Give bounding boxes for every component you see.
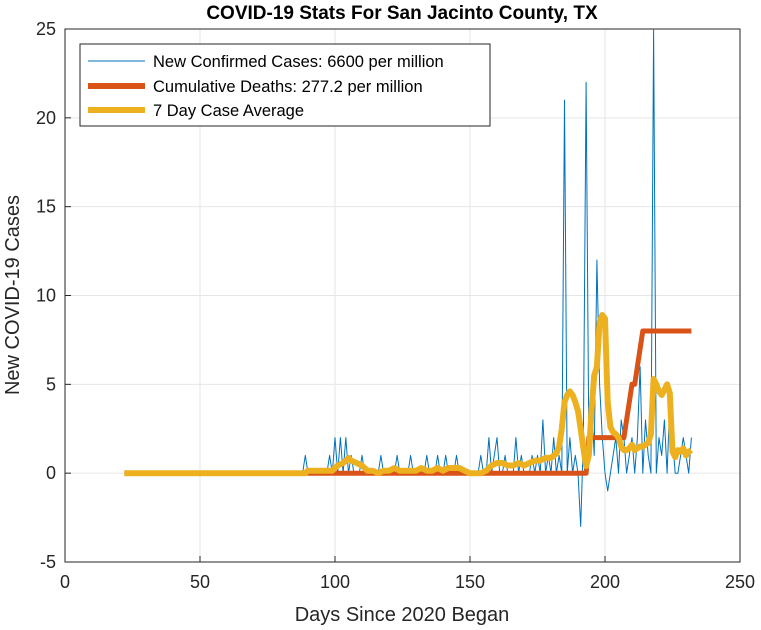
- legend-label-7-day-average: 7 Day Case Average: [153, 102, 304, 120]
- y-tick-label: 0: [46, 463, 56, 483]
- x-tick-label: 250: [725, 572, 755, 592]
- x-axis-label: Days Since 2020 Began: [295, 604, 510, 626]
- legend-label-cumulative-deaths: Cumulative Deaths: 277.2 per million: [153, 78, 423, 96]
- x-tick-label: 100: [320, 572, 350, 592]
- y-tick-label: 5: [46, 374, 56, 394]
- y-axis-label: New COVID-19 Cases: [2, 195, 24, 395]
- y-tick-label: 25: [36, 19, 56, 39]
- chart-title: COVID-19 Stats For San Jacinto County, T…: [206, 3, 598, 24]
- x-tick-label: 150: [455, 572, 485, 592]
- x-tick-label: 0: [60, 572, 70, 592]
- series-line-7-day-average: [124, 312, 693, 477]
- y-tick-label: 15: [36, 197, 56, 217]
- legend: New Confirmed Cases: 6600 per million Cu…: [79, 43, 491, 127]
- y-tick-label: 20: [36, 108, 56, 128]
- series-layer: [124, 28, 693, 527]
- legend-box: [79, 43, 491, 127]
- x-tick-label: 50: [190, 572, 210, 592]
- y-tick-label: 10: [36, 286, 56, 306]
- y-tick-label: -5: [40, 552, 56, 572]
- legend-label-new-cases: New Confirmed Cases: 6600 per million: [153, 53, 444, 71]
- x-tick-label: 200: [590, 572, 620, 592]
